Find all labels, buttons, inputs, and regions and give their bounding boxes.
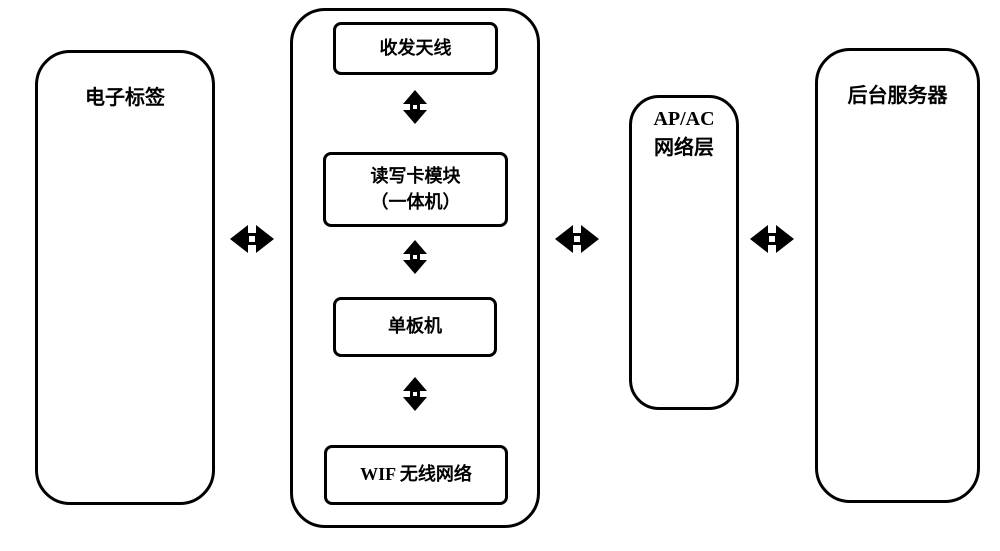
ap-ac-label: AP/AC 网络层 bbox=[653, 108, 714, 160]
reader-label: 读写卡模块 （一体机） bbox=[371, 164, 461, 214]
arrow-ap-server bbox=[750, 225, 794, 253]
electronic-tag-block: 电子标签 bbox=[35, 50, 215, 505]
wifi-block: WIF 无线网络 bbox=[324, 445, 508, 505]
arrow-middle-ap bbox=[555, 225, 599, 253]
sbc-block: 单板机 bbox=[333, 297, 497, 357]
antenna-block: 收发天线 bbox=[333, 22, 498, 75]
arrow-sbc-wifi bbox=[403, 377, 427, 411]
ap-ac-block: AP/AC 网络层 bbox=[629, 95, 739, 410]
electronic-tag-label: 电子标签 bbox=[85, 81, 165, 110]
server-block: 后台服务器 bbox=[815, 48, 980, 503]
arrow-tag-middle bbox=[230, 225, 274, 253]
antenna-label: 收发天线 bbox=[380, 36, 452, 61]
arrow-antenna-reader bbox=[403, 90, 427, 124]
arrow-reader-sbc bbox=[403, 240, 427, 274]
reader-block: 读写卡模块 （一体机） bbox=[323, 152, 508, 227]
wifi-label: WIF 无线网络 bbox=[360, 462, 472, 487]
server-label: 后台服务器 bbox=[848, 79, 948, 108]
sbc-label: 单板机 bbox=[388, 314, 442, 339]
